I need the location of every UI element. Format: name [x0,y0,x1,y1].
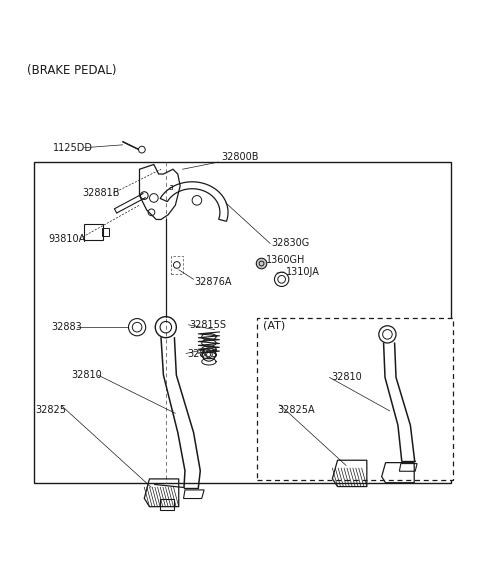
Text: 1360GH: 1360GH [266,255,306,265]
Text: 32883: 32883 [187,348,218,359]
Text: 32881B: 32881B [82,188,120,198]
Text: 32825A: 32825A [277,405,315,414]
Text: 32815S: 32815S [190,320,227,330]
Text: 32883: 32883 [51,322,82,332]
Text: 1310JA: 1310JA [286,267,319,277]
Text: (AT): (AT) [263,321,285,331]
Text: 32810: 32810 [72,370,102,380]
Text: a: a [168,183,173,192]
Text: 93810A: 93810A [48,234,86,244]
Text: 32825: 32825 [35,405,66,414]
Text: (BRAKE PEDAL): (BRAKE PEDAL) [27,64,117,77]
Text: 32876A: 32876A [194,277,232,286]
FancyBboxPatch shape [257,317,453,480]
Text: 1125DD: 1125DD [53,143,93,152]
Text: 32810: 32810 [331,372,362,382]
Text: 32830G: 32830G [271,238,309,249]
Circle shape [256,258,267,269]
Text: 32800B: 32800B [221,152,258,162]
